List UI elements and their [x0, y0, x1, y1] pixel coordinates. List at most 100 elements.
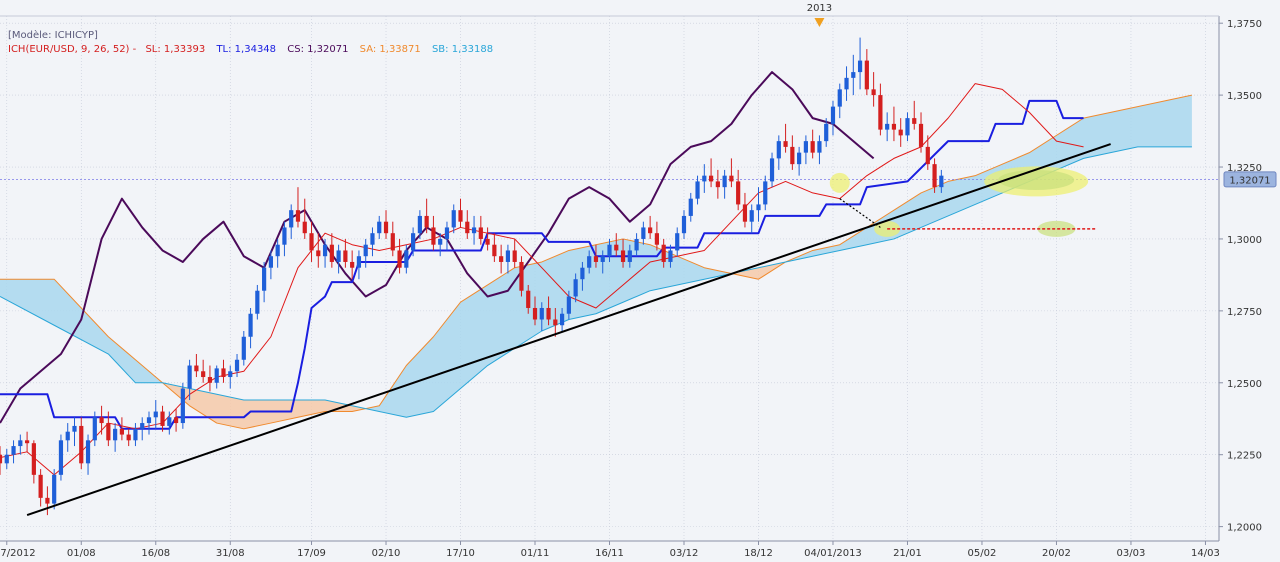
x-tick-label: 01/08: [67, 548, 96, 559]
y-tick-label: 1,3000: [1227, 235, 1262, 246]
candle-bearish: [648, 227, 653, 234]
candle-bullish: [675, 233, 680, 251]
price-tag: 1,32071: [1223, 171, 1277, 188]
candle-bullish: [797, 152, 802, 165]
candle-bullish: [234, 359, 240, 372]
x-tick-label: 12/07/2012: [0, 548, 36, 559]
candle-bullish: [167, 417, 172, 426]
candle-bullish: [749, 210, 754, 222]
candle-bearish: [878, 95, 883, 130]
y-tick-label: 1,3250: [1227, 163, 1262, 174]
candle-bullish: [289, 210, 294, 228]
kumo-bearish: [734, 261, 786, 280]
candle-bearish: [918, 123, 924, 147]
candle-bullish: [404, 250, 409, 268]
x-tick-label: 17/09: [297, 548, 326, 559]
candle-bullish: [411, 233, 416, 251]
candle-bearish: [729, 175, 734, 182]
candle-bearish: [485, 238, 490, 245]
candle-bearish: [925, 146, 930, 165]
candle-bearish: [614, 244, 619, 251]
candle-bearish: [329, 244, 334, 262]
legend: ICH(EUR/USD, 9, 26, 52) - SL: 1,33393 TL…: [8, 44, 493, 55]
candle-bullish: [830, 106, 836, 124]
axes: 1,2000 1,2250 1,2500 1,2750 1,3000 1,3250 1,35…: [0, 15, 1262, 559]
x-tick-label: 21/01: [893, 548, 922, 559]
dashed-connector: [839, 198, 881, 228]
candle-bearish: [512, 250, 517, 262]
candle-bullish: [607, 244, 612, 257]
x-tick-label: 03/12: [670, 548, 699, 559]
x-tick-label: 18/12: [744, 548, 773, 559]
candle-bullish: [377, 221, 382, 234]
candle-bullish: [580, 267, 585, 280]
candle-bullish: [451, 210, 456, 228]
candle-bearish: [891, 123, 897, 130]
candle-bullish: [817, 141, 822, 153]
candle-bearish: [38, 474, 43, 498]
candle-bearish: [31, 443, 36, 475]
candle-bullish: [471, 227, 477, 234]
candle-bullish: [769, 158, 775, 182]
x-tick-label: 14/03: [1191, 548, 1220, 559]
x-tick-label: 05/02: [968, 548, 997, 559]
legend-cs: CS: 1,32071: [287, 44, 348, 55]
candle-bullish: [275, 244, 280, 257]
candle-bearish: [532, 307, 538, 320]
candle-bearish: [499, 256, 504, 262]
candle-bullish: [153, 411, 158, 418]
candle-bearish: [519, 261, 524, 291]
highlight-ellipse: [1037, 220, 1076, 237]
senkou-b-line: [0, 146, 1192, 418]
candle-bullish: [837, 89, 842, 107]
highlight-ellipse: [829, 172, 850, 193]
candle-bearish: [932, 164, 937, 188]
candle-bullish: [600, 256, 605, 262]
candle-bullish: [92, 417, 97, 441]
candle-bearish: [302, 221, 307, 234]
candle-bearish: [810, 141, 815, 153]
y-tick-label: 1,2250: [1227, 451, 1262, 462]
candle-bullish: [668, 250, 673, 262]
candle-bearish: [715, 181, 720, 188]
x-tick-label: 20/02: [1042, 548, 1071, 559]
candle-bullish: [11, 446, 16, 455]
candle-bearish: [350, 261, 355, 268]
candle-bearish: [458, 210, 463, 222]
candle-bullish: [627, 250, 632, 262]
candle-bearish: [201, 371, 206, 378]
candle-bearish: [478, 227, 483, 239]
candle-bullish: [58, 440, 64, 475]
candle-bearish: [106, 423, 111, 441]
candle-bullish: [417, 215, 422, 234]
candle-bullish: [905, 118, 910, 136]
candle-bearish: [119, 428, 124, 435]
kijun-sen-line: [0, 99, 1084, 430]
candles: [0, 37, 944, 516]
x-tick-label: 31/08: [216, 548, 245, 559]
candle-bullish: [566, 296, 571, 314]
legend-tl: TL: 1,34348: [215, 44, 276, 55]
candle-bullish: [885, 123, 890, 130]
candle-bullish: [722, 175, 727, 188]
candle-bearish: [397, 250, 402, 268]
candle-bullish: [444, 227, 450, 239]
candle-bullish: [180, 388, 185, 424]
candle-bullish: [262, 267, 267, 291]
y-tick-label: 1,2500: [1227, 379, 1262, 390]
candle-bullish: [18, 440, 23, 447]
candle-bullish: [939, 175, 944, 188]
candle-bullish: [587, 256, 592, 268]
candle-bullish: [438, 238, 443, 245]
candle-bearish: [160, 411, 165, 426]
candle-bullish: [268, 256, 273, 268]
candle-bullish: [573, 279, 578, 297]
legend-ich: ICH(EUR/USD, 9, 26, 52) -: [8, 44, 137, 55]
price-tag-box: [1223, 171, 1277, 188]
candle-bearish: [424, 215, 429, 228]
candle-bullish: [857, 60, 863, 73]
year-marker-triangle: [814, 18, 825, 27]
candle-bearish: [173, 417, 179, 424]
candle-bearish: [431, 227, 436, 245]
